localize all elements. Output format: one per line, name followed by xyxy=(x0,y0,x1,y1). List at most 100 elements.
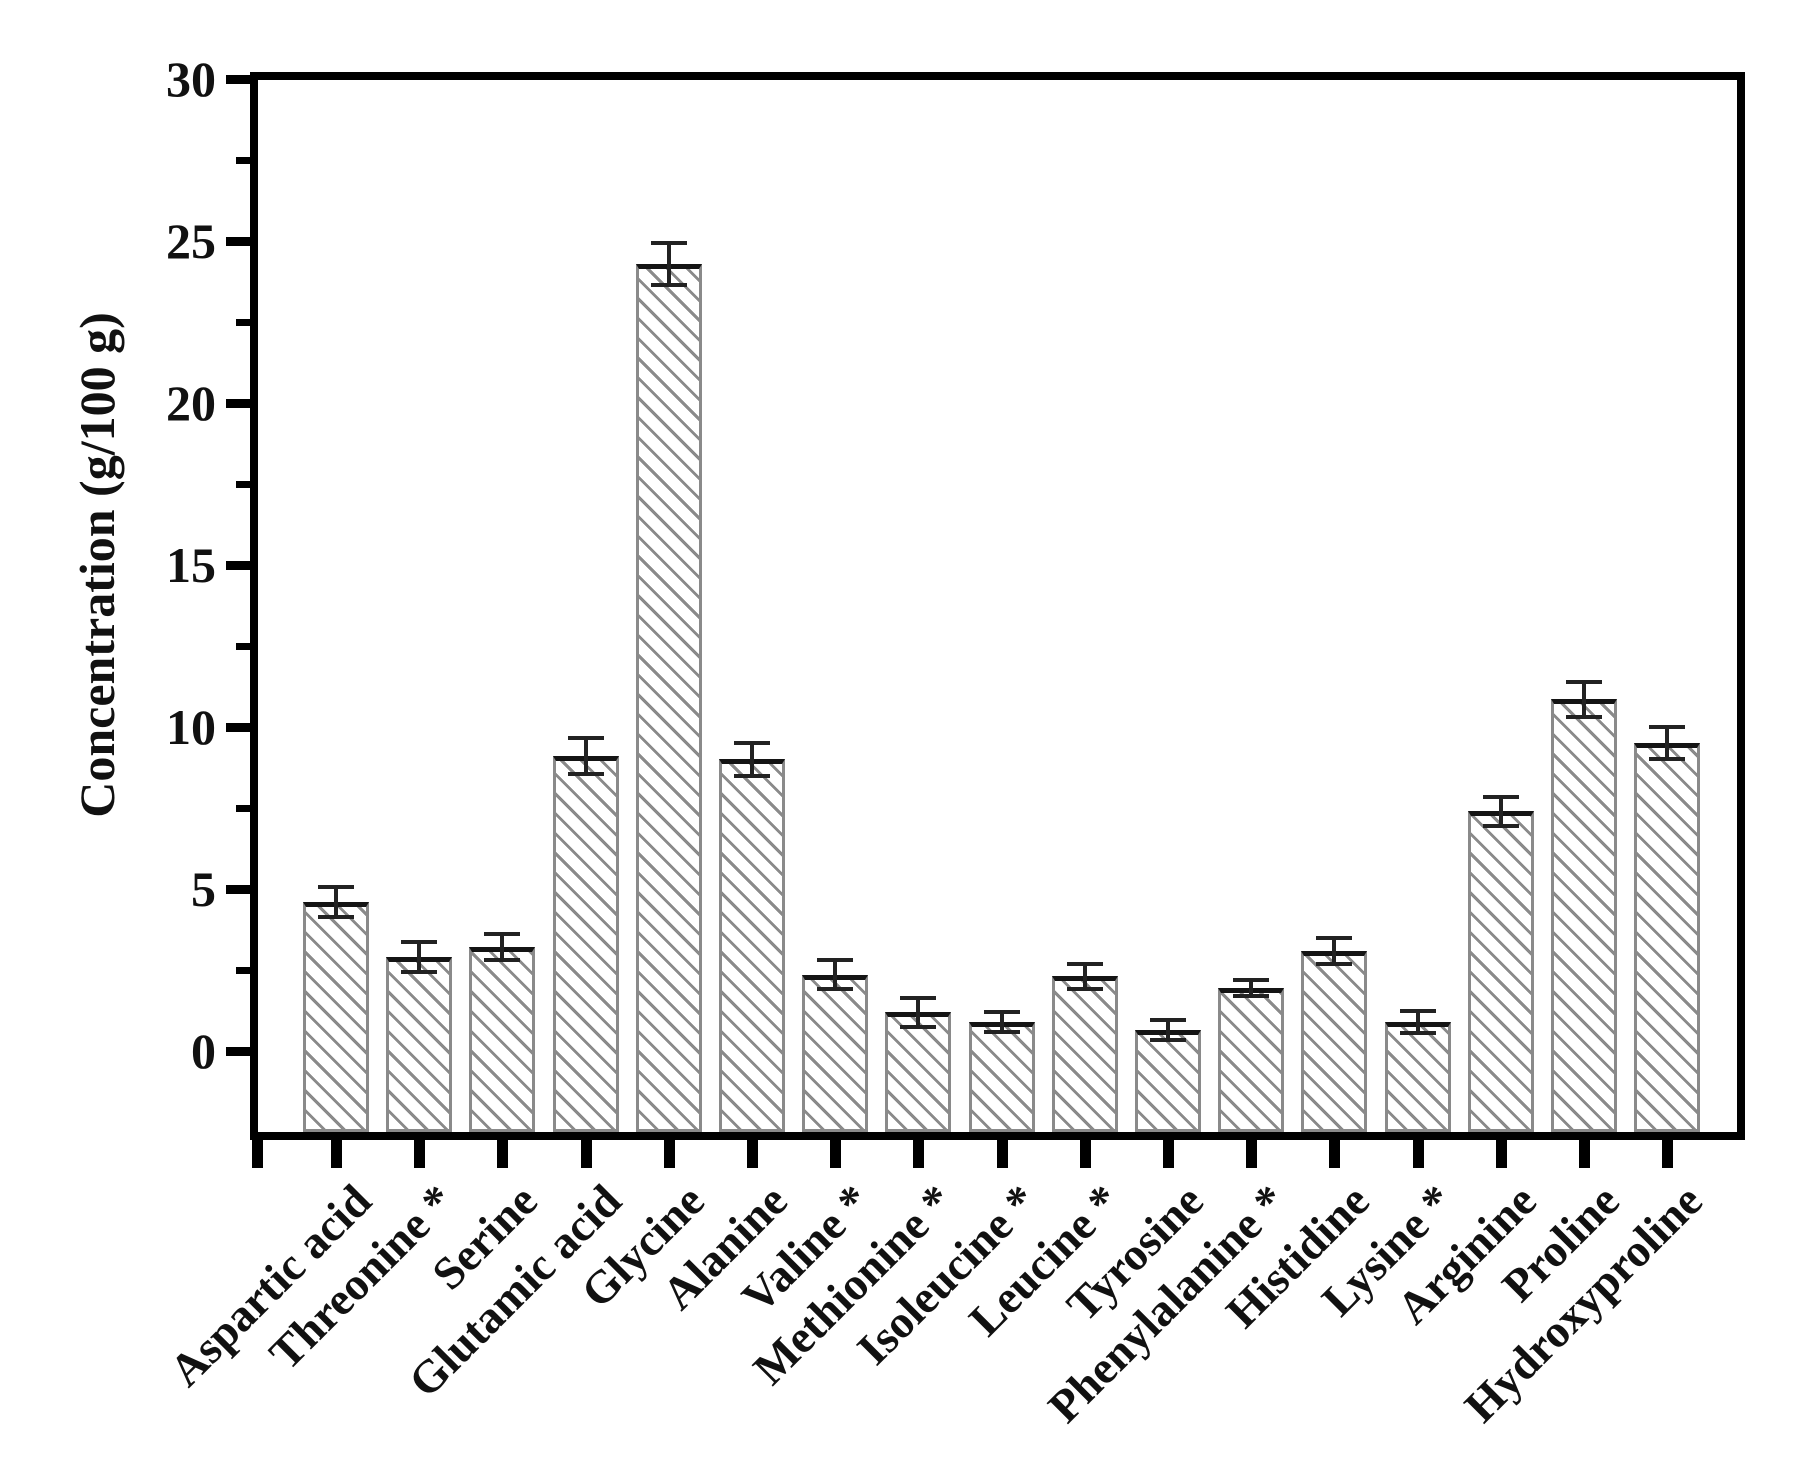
y-major-tick xyxy=(226,561,250,570)
error-bar-cap-bottom xyxy=(484,958,521,963)
error-bar-cap-bottom xyxy=(1482,823,1519,828)
bar-threonine xyxy=(386,957,453,1132)
bar-valine xyxy=(802,974,869,1132)
error-bar-cap-top xyxy=(401,940,438,945)
x-major-tick xyxy=(913,1140,925,1168)
x-major-tick xyxy=(663,1140,675,1168)
y-minor-tick xyxy=(236,643,250,650)
error-bar-cap-top xyxy=(1399,1008,1436,1013)
error-bar-cap-bottom xyxy=(1066,987,1103,992)
x-major-tick xyxy=(580,1140,592,1168)
error-bar-isoleucine xyxy=(999,1012,1004,1032)
error-bar-cap-bottom xyxy=(1399,1031,1436,1036)
x-major-tick xyxy=(1079,1140,1091,1168)
error-bar-leucine xyxy=(1082,963,1087,990)
y-tick-label: 30 xyxy=(166,51,216,107)
error-bar-valine xyxy=(833,960,838,990)
bar-glycine xyxy=(635,263,702,1132)
error-bar-cap-bottom xyxy=(900,1024,937,1029)
y-minor-tick xyxy=(236,319,250,326)
error-bar-cap-bottom xyxy=(567,771,604,776)
bar-leucine xyxy=(1051,976,1118,1132)
bar-proline xyxy=(1551,699,1617,1132)
error-bar-aspartic-acid xyxy=(334,887,338,917)
y-tick-label: 25 xyxy=(166,213,216,269)
bar-methionine xyxy=(885,1012,952,1132)
bar-tyrosine xyxy=(1135,1029,1201,1132)
error-bar-cap-bottom xyxy=(1316,961,1353,966)
error-bar-cap-bottom xyxy=(1233,993,1270,998)
error-bar-methionine xyxy=(916,997,921,1027)
error-bar-cap-top xyxy=(484,932,521,937)
error-bar-tyrosine xyxy=(1166,1020,1170,1040)
y-tick-label: 15 xyxy=(166,537,216,593)
bar-isoleucine xyxy=(968,1021,1035,1132)
error-bar-cap-top xyxy=(1066,961,1103,966)
error-bar-glycine xyxy=(666,242,671,285)
error-bar-cap-bottom xyxy=(1649,757,1686,762)
error-bar-cap-top xyxy=(900,995,937,1000)
error-bar-cap-bottom xyxy=(318,914,354,919)
error-bar-cap-top xyxy=(1150,1018,1186,1023)
y-tick-label: 0 xyxy=(191,1023,216,1079)
y-major-tick xyxy=(226,1047,250,1056)
error-bar-cap-top xyxy=(318,885,354,890)
error-bar-phenylalanine xyxy=(1249,979,1254,996)
bar-aspartic-acid xyxy=(303,901,369,1132)
error-bar-histidine xyxy=(1332,937,1337,964)
error-bar-cap-top xyxy=(983,1010,1020,1015)
x-axis-corner-tick xyxy=(252,1140,263,1168)
error-bar-cap-top xyxy=(1233,977,1270,982)
error-bar-serine xyxy=(500,934,505,961)
error-bar-alanine xyxy=(750,743,754,776)
y-major-tick xyxy=(226,885,250,894)
x-major-tick xyxy=(1412,1140,1424,1168)
error-bar-proline xyxy=(1582,681,1586,718)
y-major-tick xyxy=(226,723,250,732)
bar-histidine xyxy=(1301,950,1368,1132)
error-bar-cap-bottom xyxy=(401,969,438,974)
error-bar-cap-top xyxy=(1482,794,1519,799)
error-bar-lysine xyxy=(1415,1010,1420,1034)
y-minor-tick xyxy=(236,805,250,812)
y-major-tick xyxy=(226,399,250,408)
x-major-tick xyxy=(747,1140,758,1168)
y-major-tick xyxy=(226,75,250,84)
error-bar-cap-top xyxy=(650,240,687,245)
error-bar-cap-bottom xyxy=(734,773,770,778)
y-minor-tick xyxy=(236,967,250,974)
error-bar-glutamic-acid xyxy=(583,738,588,774)
x-major-tick xyxy=(497,1140,509,1168)
y-minor-tick xyxy=(236,157,250,164)
error-bar-arginine xyxy=(1498,796,1503,826)
bar-lysine xyxy=(1384,1021,1451,1132)
error-bar-cap-bottom xyxy=(650,282,687,287)
x-major-tick xyxy=(414,1140,426,1168)
error-bar-threonine xyxy=(417,942,422,972)
x-major-tick xyxy=(1163,1140,1174,1168)
error-bar-cap-top xyxy=(567,736,604,741)
error-bar-cap-top xyxy=(734,741,770,746)
error-bar-cap-top xyxy=(1566,679,1602,684)
error-bar-cap-top xyxy=(1316,935,1353,940)
x-major-tick xyxy=(996,1140,1008,1168)
bar-serine xyxy=(469,947,536,1132)
y-tick-label: 20 xyxy=(166,375,216,431)
x-major-tick xyxy=(1246,1140,1258,1168)
bar-hydroxyproline xyxy=(1634,743,1701,1132)
y-minor-tick xyxy=(236,481,250,488)
error-bar-hydroxyproline xyxy=(1665,727,1670,760)
bar-phenylalanine xyxy=(1218,987,1285,1132)
y-tick-label: 5 xyxy=(191,861,216,917)
error-bar-cap-top xyxy=(1649,725,1686,729)
error-bar-cap-bottom xyxy=(1150,1037,1186,1042)
x-major-tick xyxy=(331,1140,342,1168)
x-major-tick xyxy=(1662,1140,1674,1168)
x-major-tick xyxy=(830,1140,842,1168)
error-bar-cap-bottom xyxy=(983,1029,1020,1034)
y-major-tick xyxy=(226,237,250,246)
y-tick-label: 10 xyxy=(166,699,216,755)
error-bar-cap-top xyxy=(817,958,854,963)
bar-glutamic-acid xyxy=(552,756,619,1132)
